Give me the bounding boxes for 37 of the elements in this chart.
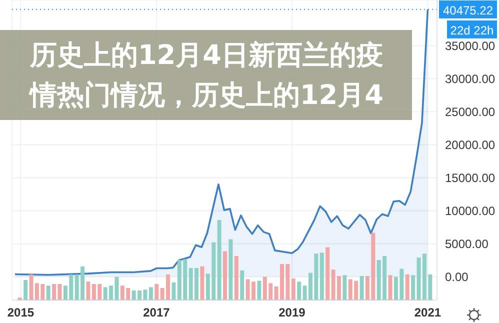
y-tick-label: 10000.00 <box>445 204 496 218</box>
bar <box>172 282 176 300</box>
bar <box>240 270 244 300</box>
bar <box>46 286 50 300</box>
bar <box>326 247 330 300</box>
y-tick-label: 25000.00 <box>445 104 496 119</box>
text: 22d 22h <box>450 23 494 38</box>
x-tick-label: 2017 <box>143 306 170 320</box>
bar <box>297 282 302 300</box>
bar <box>411 275 416 300</box>
y-tick-label: 0.00 <box>445 270 469 284</box>
bar <box>388 275 392 300</box>
bar <box>291 278 296 300</box>
bar <box>405 274 410 300</box>
text: 历史上的12月4日新西兰的疫情热门情况，历史上的12月4 <box>0 30 412 120</box>
ref-line-label: 40475.22 <box>442 3 494 18</box>
bar <box>24 280 28 300</box>
x-tick-label: 2021 <box>414 306 442 320</box>
bar <box>223 251 228 300</box>
bar <box>342 275 347 300</box>
bar <box>360 276 364 300</box>
bar <box>320 252 324 300</box>
bar <box>148 287 153 300</box>
bar <box>86 282 90 300</box>
bar <box>154 284 159 300</box>
y-tick-label: 15000.00 <box>445 171 496 186</box>
y-tick-label: 20000.00 <box>445 138 496 152</box>
bar <box>217 220 222 300</box>
y-tick-label: 30000.00 <box>445 72 496 86</box>
bar <box>257 280 262 300</box>
x-tick-label: 2019 <box>278 306 306 320</box>
bar <box>200 266 204 300</box>
y-tick-label: 5000.00 <box>445 237 489 252</box>
bar <box>234 256 238 300</box>
x-tick-label: 2015 <box>7 306 34 320</box>
y-tick-label: 35000.00 <box>445 38 496 53</box>
bar <box>228 239 233 300</box>
